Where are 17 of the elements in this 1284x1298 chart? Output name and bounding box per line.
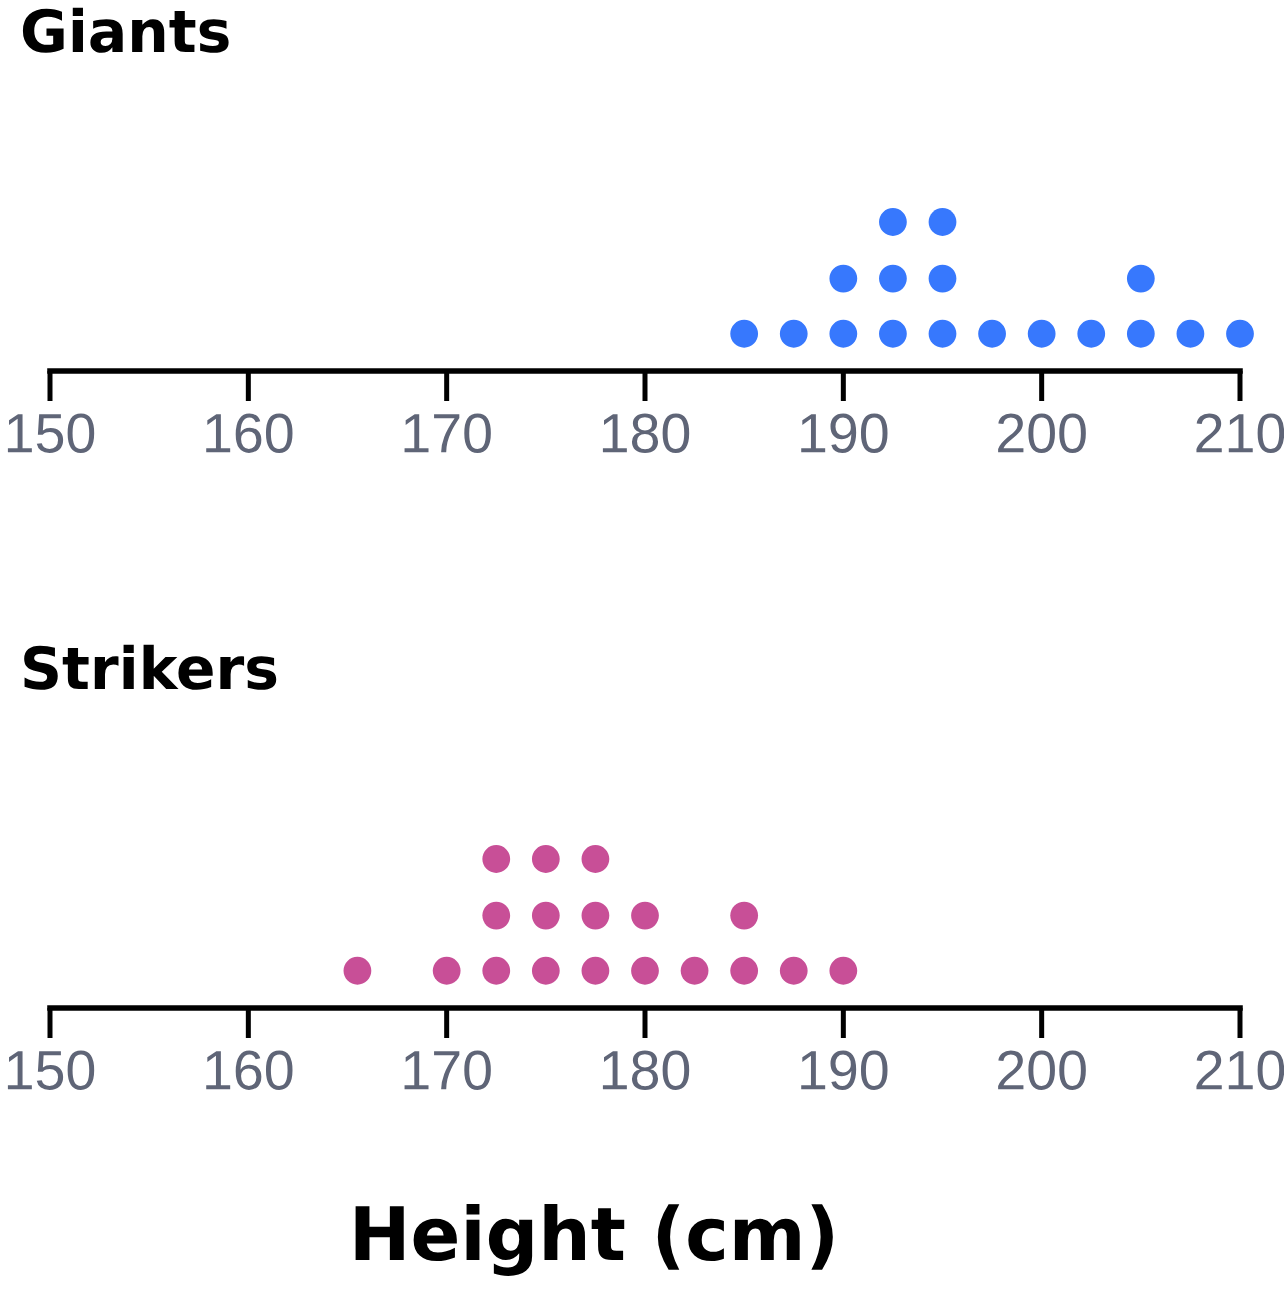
x-tick-label: 180 <box>602 1050 690 1090</box>
x-axis-title: Height (cm) <box>355 1204 833 1276</box>
x-tick-label: 170 <box>404 1050 491 1090</box>
x-tick-label: 210 <box>1196 1050 1284 1090</box>
x-tick-label: 150 <box>7 1050 95 1090</box>
x-tick-label: 210 <box>1196 413 1284 453</box>
chart-title: Strikers <box>24 644 277 690</box>
x-tick-label: 160 <box>206 1050 293 1090</box>
x-tick-label: 170 <box>404 413 491 453</box>
x-tick-label: 190 <box>801 413 888 453</box>
x-tick-label: 180 <box>602 413 690 453</box>
x-tick-label: 160 <box>206 413 293 453</box>
chart-title: Giants <box>22 7 229 53</box>
x-tick-label: 150 <box>7 413 95 453</box>
x-tick-label: 200 <box>998 1050 1086 1090</box>
x-tick-label: 190 <box>801 1050 888 1090</box>
x-tick-label: 200 <box>998 413 1086 453</box>
